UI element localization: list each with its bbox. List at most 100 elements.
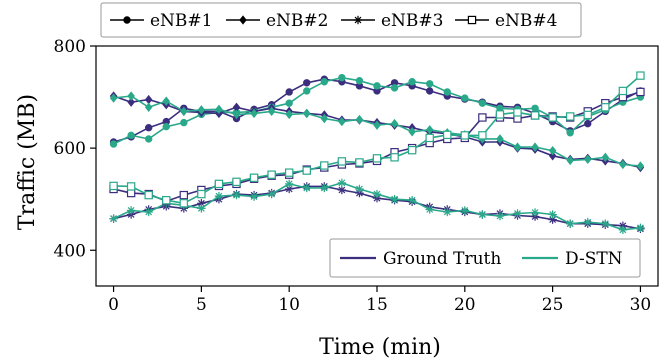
data-point-enb1-d-stn <box>408 78 416 86</box>
x-tick-label: 10 <box>278 295 300 315</box>
data-point-enb4-ground-truth <box>636 87 645 97</box>
data-point-enb4-d-stn <box>495 110 505 119</box>
color-legend: Ground Truth D-STN <box>329 238 641 278</box>
data-point-enb1-d-stn <box>461 94 469 102</box>
data-point-enb4-d-stn <box>249 173 259 182</box>
data-point-enb3-d-stn <box>425 205 434 214</box>
data-point-enb1-d-stn <box>109 140 118 148</box>
data-point-enb3-d-stn <box>460 206 470 215</box>
data-point-enb4-d-stn <box>530 111 540 120</box>
data-point-enb2-d-stn <box>267 106 276 117</box>
plot-area <box>109 71 645 235</box>
data-point-enb3-d-stn <box>372 189 382 199</box>
data-point-enb1-d-stn <box>320 78 329 86</box>
x-tick-label: 25 <box>542 295 564 315</box>
data-point-enb3-d-stn <box>267 189 276 199</box>
data-point-enb2-d-stn <box>320 113 329 124</box>
data-point-enb3-d-stn <box>583 217 592 227</box>
data-point-enb3-d-stn <box>109 214 118 223</box>
data-point-enb4-d-stn <box>513 108 522 117</box>
data-point-enb3-d-stn <box>565 219 575 228</box>
data-point-enb4-d-stn <box>548 113 557 122</box>
legend-label: Ground Truth <box>383 249 501 269</box>
data-point-enb1-d-stn <box>390 84 399 92</box>
data-point-enb4-d-stn <box>197 189 206 199</box>
data-point-enb1-ground-truth <box>285 88 293 96</box>
data-point-enb4-d-stn <box>232 177 241 187</box>
data-point-enb4-d-stn <box>284 168 294 177</box>
data-point-enb2-d-stn <box>338 116 346 127</box>
data-point-enb2-d-stn <box>636 161 645 171</box>
data-point-enb4-d-stn <box>618 86 628 96</box>
x-tick-label: 5 <box>196 295 207 315</box>
data-point-enb3-d-stn <box>337 178 347 188</box>
data-point-enb4-d-stn <box>267 170 276 179</box>
data-point-enb3-d-stn <box>232 190 241 200</box>
data-point-enb1-ground-truth <box>425 87 434 95</box>
data-point-enb4-d-stn <box>126 182 136 191</box>
legend-label: eNB#4 <box>495 11 558 31</box>
data-point-enb2-d-stn <box>355 114 364 125</box>
legend-item-enb3: eNB#3 <box>341 11 444 31</box>
data-point-enb2-d-stn <box>408 127 416 137</box>
data-point-enb3-d-stn <box>144 207 153 217</box>
data-point-enb3-d-stn <box>320 183 329 193</box>
data-point-enb3-d-stn <box>355 184 364 194</box>
data-point-enb1-d-stn <box>303 87 311 95</box>
data-point-enb3-d-stn <box>495 211 505 221</box>
data-point-enb1-d-stn <box>285 99 293 107</box>
data-point-enb4-d-stn <box>337 157 347 166</box>
data-point-enb3-d-stn <box>601 219 610 228</box>
legend-marker-diamond <box>239 15 247 25</box>
data-point-enb2-d-stn <box>619 159 627 170</box>
data-point-enb2-ground-truth <box>144 94 153 105</box>
data-point-enb2-d-stn <box>548 146 557 156</box>
data-point-enb2-d-stn <box>303 108 311 119</box>
y-tick-label: 600 <box>54 139 86 159</box>
data-point-enb2-d-stn <box>215 104 223 114</box>
data-point-enb2-d-stn <box>162 96 170 106</box>
data-point-enb4-d-stn <box>355 158 364 167</box>
data-point-enb4-d-stn <box>636 71 645 80</box>
data-point-enb1-ground-truth <box>584 119 592 128</box>
x-tick-label: 30 <box>630 295 652 315</box>
data-point-enb4-d-stn <box>443 130 452 140</box>
data-point-enb1-d-stn <box>180 118 188 127</box>
data-point-enb3-d-stn <box>530 208 540 217</box>
data-point-enb3-d-stn <box>478 210 487 219</box>
data-point-enb3-d-stn <box>443 207 452 217</box>
data-point-enb1-d-stn <box>425 80 434 88</box>
series-enb3-ground-truth <box>109 182 645 234</box>
data-point-enb2-d-stn <box>180 106 188 117</box>
data-point-enb1-d-stn <box>566 129 574 137</box>
x-axis-label: Time (min) <box>319 335 441 358</box>
data-point-enb2-d-stn <box>496 134 504 144</box>
data-point-enb4-d-stn <box>478 131 487 140</box>
legend-marker-asterisk <box>353 15 363 25</box>
data-point-enb4-d-stn <box>320 161 329 170</box>
data-point-enb3-ground-truth <box>337 185 347 195</box>
series-line-enb4-d-stn <box>113 74 641 205</box>
data-point-enb1-d-stn <box>127 131 135 140</box>
data-point-enb1-d-stn <box>478 99 487 107</box>
legend-label: D-STN <box>565 249 623 269</box>
y-tick-label: 800 <box>54 37 86 57</box>
data-point-enb4-d-stn <box>179 199 189 208</box>
data-point-enb4-d-stn <box>601 103 610 112</box>
data-point-enb3-d-stn <box>302 183 311 193</box>
series-enb4-ground-truth <box>109 87 645 206</box>
data-point-enb3-d-stn <box>284 179 294 189</box>
data-point-enb2-d-stn <box>373 120 381 130</box>
legend-item-d-stn: D-STN <box>522 249 623 269</box>
data-point-enb2-d-stn <box>127 91 135 101</box>
x-tick-label: 15 <box>366 295 388 315</box>
data-point-enb2-d-stn <box>144 102 153 112</box>
data-point-enb2-d-stn <box>601 152 610 162</box>
legend-label: eNB#2 <box>266 11 329 31</box>
data-point-enb2-d-stn <box>531 142 539 152</box>
data-point-enb3-d-stn <box>513 209 522 218</box>
legend-label: eNB#1 <box>150 11 213 31</box>
data-point-enb4-d-stn <box>162 196 171 205</box>
data-point-enb1-ground-truth <box>144 124 153 132</box>
data-point-enb3-d-stn <box>618 225 628 235</box>
